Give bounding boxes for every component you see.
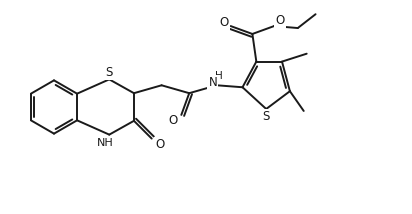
Text: O: O xyxy=(169,114,178,127)
Text: S: S xyxy=(262,110,270,123)
Text: O: O xyxy=(219,16,228,29)
Text: H: H xyxy=(215,71,223,81)
Text: NH: NH xyxy=(97,138,114,147)
Text: S: S xyxy=(105,66,113,79)
Text: O: O xyxy=(155,138,164,151)
Text: O: O xyxy=(275,14,285,27)
Text: N: N xyxy=(208,76,217,89)
